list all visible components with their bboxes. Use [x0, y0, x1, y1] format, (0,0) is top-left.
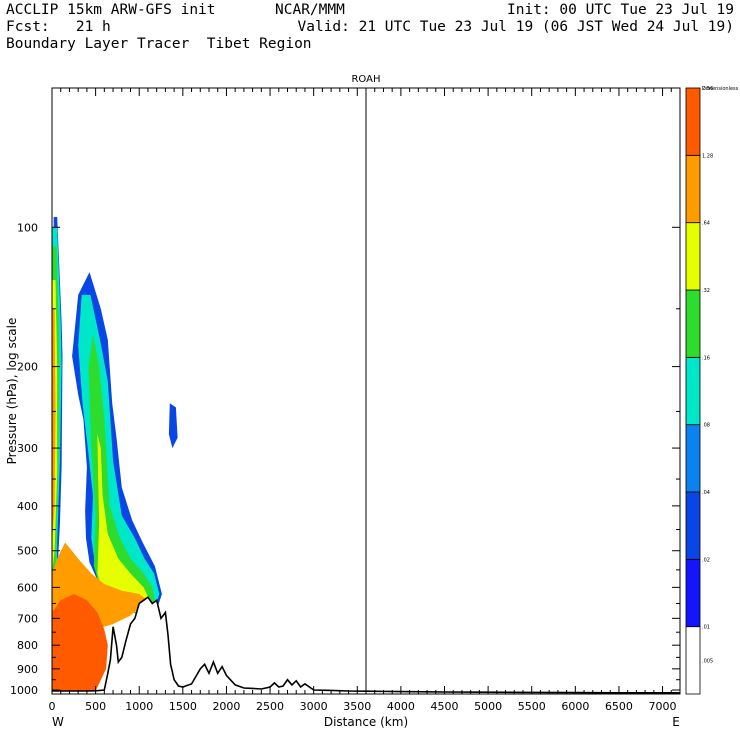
y-tick-label: 200	[17, 361, 38, 374]
x-axis-label: Distance (km)	[324, 715, 408, 729]
colorbar-label: .04	[702, 490, 710, 496]
west-direction-label: W	[52, 715, 64, 729]
x-tick-label: 4000	[387, 700, 415, 713]
x-tick-label: 3500	[343, 700, 371, 713]
axes-layer: 0 500 1000 1500 2000 2500 3000 3500 4000 4500 5000…	[10, 88, 680, 713]
colorbar-label: .02	[702, 557, 710, 563]
colorbar-segment	[685, 491, 701, 560]
y-tick-label: 900	[17, 663, 38, 676]
colorbar-label: Dimensionless	[702, 86, 739, 92]
y-tick-label: 600	[17, 581, 38, 594]
y-tick-label: 100	[17, 221, 38, 234]
x-tick-label: 7000	[649, 700, 677, 713]
x-tick-label: 5000	[474, 700, 502, 713]
chart-title: ROAH	[351, 74, 380, 85]
colorbar-label: .01	[702, 625, 710, 631]
x-tick-label: 3000	[300, 700, 328, 713]
x-tick-label: 0	[49, 700, 56, 713]
colorbar-label: .64	[702, 221, 710, 227]
y-tick-label: 500	[17, 545, 38, 558]
y-tick-label: 300	[17, 442, 38, 455]
colorbar-segment	[685, 424, 701, 493]
colorbar-label: .08	[702, 423, 710, 429]
colorbar-label: .005	[702, 658, 713, 664]
y-axis-label: Pressure (hPa), log scale	[5, 318, 19, 465]
colorbar-label: 1.28	[702, 153, 713, 159]
x-tick-label: 1500	[169, 700, 197, 713]
colorbar-segment	[685, 356, 701, 426]
y-tick-label: 400	[17, 500, 38, 513]
colorbar-label: 2.56	[702, 86, 713, 92]
colorbar-segment	[685, 154, 701, 224]
x-tick-label: 6000	[561, 700, 589, 713]
tracer-region-8	[97, 434, 150, 613]
x-tick-label: 6500	[605, 700, 633, 713]
x-tick-label: 5500	[518, 700, 546, 713]
x-tick-label: 500	[85, 700, 106, 713]
x-tick-label: 2000	[212, 700, 240, 713]
y-tick-label: 1000	[10, 684, 38, 697]
header-model-title: ACCLIP 15km ARW-GFS init	[6, 2, 216, 18]
terrain-mask	[52, 597, 680, 694]
y-tick-label: 700	[17, 612, 38, 625]
header-valid-time: Valid: 21 UTC Tue 23 Jul 19 (06 JST Wed …	[297, 19, 735, 35]
colorbar-segment	[685, 626, 701, 695]
header-field-name: Boundary Layer Tracer Tibet Region	[6, 36, 312, 52]
colorbar-label: .32	[702, 288, 710, 294]
tracer-region-11	[52, 594, 108, 691]
y-tick-label: 800	[17, 639, 38, 652]
colorbar: .005 .01 .02 .04 .08 .16 .32 .64 1.28 2.56Dimensi…	[685, 86, 739, 695]
colorbar-label: .16	[702, 355, 710, 361]
colorbar-segment	[685, 222, 701, 291]
colorbar-segment	[685, 87, 701, 156]
colorbar-segment	[685, 558, 701, 628]
colorbar-segment	[685, 289, 701, 358]
x-tick-label: 4500	[431, 700, 459, 713]
tracer-region-9	[52, 308, 56, 543]
east-direction-label: E	[672, 715, 680, 729]
tracer-region-2	[168, 403, 178, 449]
x-tick-label: 1000	[125, 700, 153, 713]
x-tick-label: 2500	[256, 700, 284, 713]
header-center-name: NCAR/MMM	[275, 2, 345, 18]
header-forecast-hour: Fcst: 21 h	[6, 19, 111, 35]
header-init-time: Init: 00 UTC Tue 23 Jul 19	[507, 2, 734, 18]
